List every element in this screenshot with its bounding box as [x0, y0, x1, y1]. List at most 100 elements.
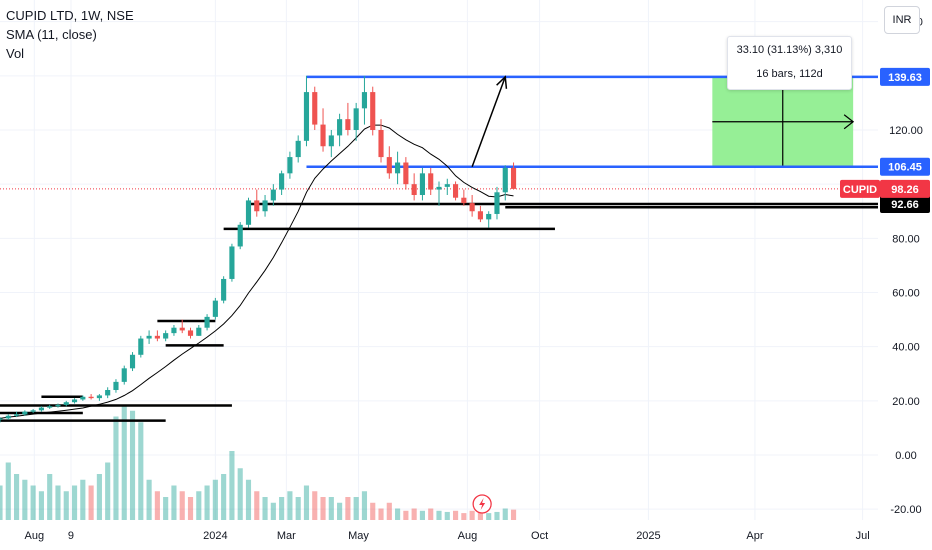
arrows: [471, 75, 508, 167]
volume-bar: [262, 497, 268, 520]
volume-bar: [295, 497, 301, 520]
x-tick-label: 2024: [203, 530, 227, 542]
candle-body: [328, 135, 334, 147]
candle-body: [237, 224, 243, 247]
candle-body: [254, 200, 260, 212]
candle-body: [428, 173, 434, 190]
y-tick-label: 60.00: [892, 288, 920, 300]
volume-bar: [279, 497, 285, 520]
volume-bar: [113, 416, 119, 520]
candle-body: [88, 396, 94, 399]
volume-bar: [80, 479, 86, 520]
last-price-tag: [880, 179, 930, 198]
candle-body: [502, 167, 508, 193]
volume-bar: [129, 410, 136, 520]
y-tick-label: -20.00: [890, 504, 921, 516]
candle-body: [337, 119, 343, 136]
candle-body: [444, 184, 450, 187]
volume-bar: [337, 502, 343, 520]
candle-body: [469, 203, 475, 212]
volume-bar: [13, 474, 20, 520]
x-axis[interactable]: Aug 9 2024 Mar May Aug Oct 2025 Apr Jul: [25, 530, 870, 542]
volume-bar: [436, 510, 442, 520]
symbol-title[interactable]: CUPID LTD, 1W, NSE: [6, 8, 134, 23]
volume-bars: [0, 405, 517, 520]
symbol-tag: [840, 179, 880, 198]
level-tag-92.66: [880, 195, 930, 214]
volume-bar: [121, 405, 127, 520]
target-zone: [712, 75, 855, 167]
candle-body: [395, 162, 401, 174]
candle-body: [270, 189, 276, 201]
measure-change: 33.10 (31.13%) 3,310: [736, 44, 843, 56]
volume-bar: [229, 451, 235, 520]
candle-body: [510, 167, 517, 189]
event-flash-icon[interactable]: [472, 494, 492, 514]
volume-bar: [30, 485, 36, 520]
candle-body: [411, 184, 417, 195]
candle-body: [370, 92, 376, 130]
volume-bar: [212, 479, 218, 520]
currency-button[interactable]: INR: [884, 6, 920, 34]
volume-bar: [419, 510, 426, 520]
y-axis[interactable]: -20.000.0020.0040.0060.0080.00100.00120.…: [889, 17, 923, 517]
volume-bar: [0, 485, 3, 520]
volume-bar: [146, 479, 152, 520]
volume-bar: [179, 491, 185, 520]
y-tick-label: 120.00: [889, 125, 923, 137]
level-tag-106.45: [880, 157, 930, 176]
candle-body: [187, 330, 194, 336]
level-tag-text: 139.63: [888, 72, 922, 84]
candle-body: [80, 396, 86, 400]
volume-bar: [444, 511, 450, 520]
candle-body: [279, 173, 285, 190]
candle-body: [312, 92, 318, 125]
volume-bar: [502, 508, 508, 520]
candle-body: [419, 173, 426, 195]
volume-bar: [386, 502, 392, 520]
volume-bar: [96, 474, 102, 520]
volume-bar: [428, 508, 434, 520]
candle-body: [105, 390, 111, 396]
zone-h-arrowhead: [843, 114, 855, 130]
volume-bar: [138, 422, 144, 520]
volume-bar: [486, 513, 492, 520]
candle-body: [245, 200, 252, 225]
candle-body: [477, 211, 483, 220]
candle-body: [262, 200, 268, 212]
candle-body: [345, 119, 351, 130]
volume-bar: [345, 497, 351, 520]
volume-bar: [270, 502, 276, 520]
indicator-label[interactable]: SMA (11, close): [6, 27, 97, 42]
volume-bar: [55, 485, 61, 520]
candle-body: [113, 381, 119, 390]
volume-bar: [196, 491, 202, 520]
volume-bar: [105, 462, 111, 520]
sma-line: [0, 124, 514, 419]
volume-bar: [378, 508, 384, 520]
sma-polyline: [0, 124, 514, 419]
candle-body: [154, 335, 160, 339]
x-tick-label: Aug: [25, 530, 45, 542]
volume-bar: [22, 479, 28, 520]
candle-body: [386, 157, 392, 174]
chart-legend: CUPID LTD, 1W, NSE SMA (11, close) Vol: [6, 6, 134, 63]
candle-body: [204, 316, 210, 328]
candle-body: [436, 186, 442, 190]
volume-bar: [171, 485, 177, 520]
symbol-tag-text: CUPID: [843, 184, 877, 196]
volume-bar: [361, 491, 368, 520]
x-tick-label: 2025: [636, 530, 660, 542]
candle-body: [0, 418, 3, 420]
candle-body: [361, 92, 368, 109]
x-tick-label: Mar: [277, 530, 296, 542]
volume-label[interactable]: Vol: [6, 46, 25, 61]
candle-body: [486, 213, 492, 220]
candle-body: [403, 162, 409, 185]
candle-body: [221, 278, 227, 301]
candle-body: [452, 184, 459, 198]
candle-body: [171, 327, 177, 334]
candle-body: [303, 92, 310, 141]
candle-body: [320, 124, 326, 147]
